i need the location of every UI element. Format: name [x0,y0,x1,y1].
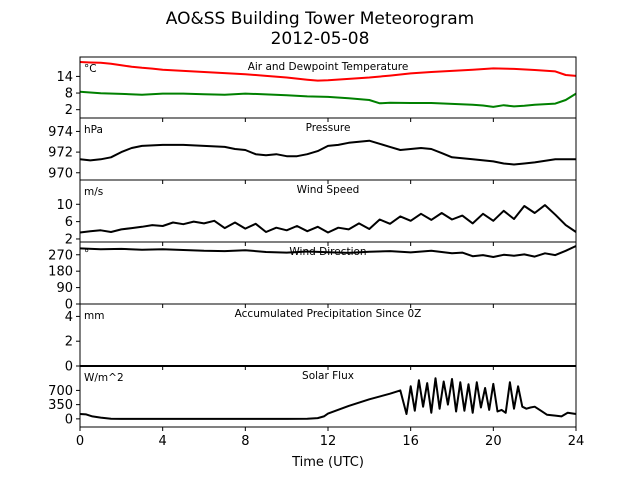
xtick-label-24: 24 [568,434,585,449]
panel-6-ytick-label-0: 0 [65,412,73,427]
panel-2-series-1 [79,139,576,166]
panel-1-title: Air and Dewpoint Temperature [248,61,409,73]
panel-5-ytick-label-4: 4 [65,310,73,325]
panel-3-ytick-label-2: 2 [65,232,73,247]
xtick-label-12: 12 [320,434,337,449]
panel-2-unit: hPa [84,124,103,136]
panel-2-title: Pressure [306,122,351,134]
panel-3-title: Wind Speed [297,184,360,196]
panel-1-series-2 [79,90,577,108]
panel-1-series-1 [79,61,577,82]
panel-1-ytick-label-14: 14 [56,70,73,85]
panel-5-ytick-label-0: 0 [65,360,73,375]
panel-1-ytick-label-2: 2 [65,103,73,118]
panel-6-ytick-label-350: 350 [48,398,73,413]
xtick-label-0: 0 [76,434,84,449]
xtick-label-16: 16 [402,434,419,449]
panel-6-unit: W/m^2 [84,372,124,384]
panel-3-ytick-label-6: 6 [65,215,73,230]
panel-1-ytick-label-8: 8 [65,87,73,102]
figure-title-line2: 2012-05-08 [271,29,370,49]
panel-5-unit: mm [84,310,104,322]
panel-4-ytick-label-180: 180 [48,265,73,280]
panel-1-unit: °C [84,63,97,75]
panel-3: 2 6 10 Wind Speed m/s [56,179,577,247]
panel-6-ytick-label-700: 700 [48,384,73,399]
xtick-label-4: 4 [159,434,167,449]
figure-title-line1: AO&SS Building Tower Meteorogram [166,9,474,29]
panel-3-ytick-label-10: 10 [56,198,73,213]
xtick-label-20: 20 [485,434,502,449]
panel-3-unit: m/s [84,186,103,198]
panel-6-title: Solar Flux [302,370,354,382]
panel-3-series-1 [79,204,577,234]
panel-5: 0 2 4 Accumulated Precipitation Since 0Z mm [65,303,577,375]
panel-4-ytick-label-90: 90 [56,281,73,296]
panel-4-ytick-label-0: 0 [65,298,73,313]
x-axis-label: Time (UTC) [291,455,364,470]
panel-2-ytick-label-974: 974 [48,125,73,140]
panel-2: 970 972 974 Pressure hPa [48,117,577,184]
panel-4-series-1 [79,245,577,258]
panel-5-title: Accumulated Precipitation Since 0Z [235,308,422,320]
panel-4-ytick-label-270: 270 [48,248,73,263]
panel-2-ytick-label-970: 970 [48,166,73,181]
panel-1: 28 14 Air and Dewpoint Temperature °C [56,56,577,122]
panel-6-series-1 [79,377,577,420]
xtick-label-8: 8 [241,434,249,449]
panel-2-ytick-label-972: 972 [48,146,73,161]
panel-4-unit: ° [84,248,89,260]
panel-5-ytick-label-2: 2 [65,335,73,350]
